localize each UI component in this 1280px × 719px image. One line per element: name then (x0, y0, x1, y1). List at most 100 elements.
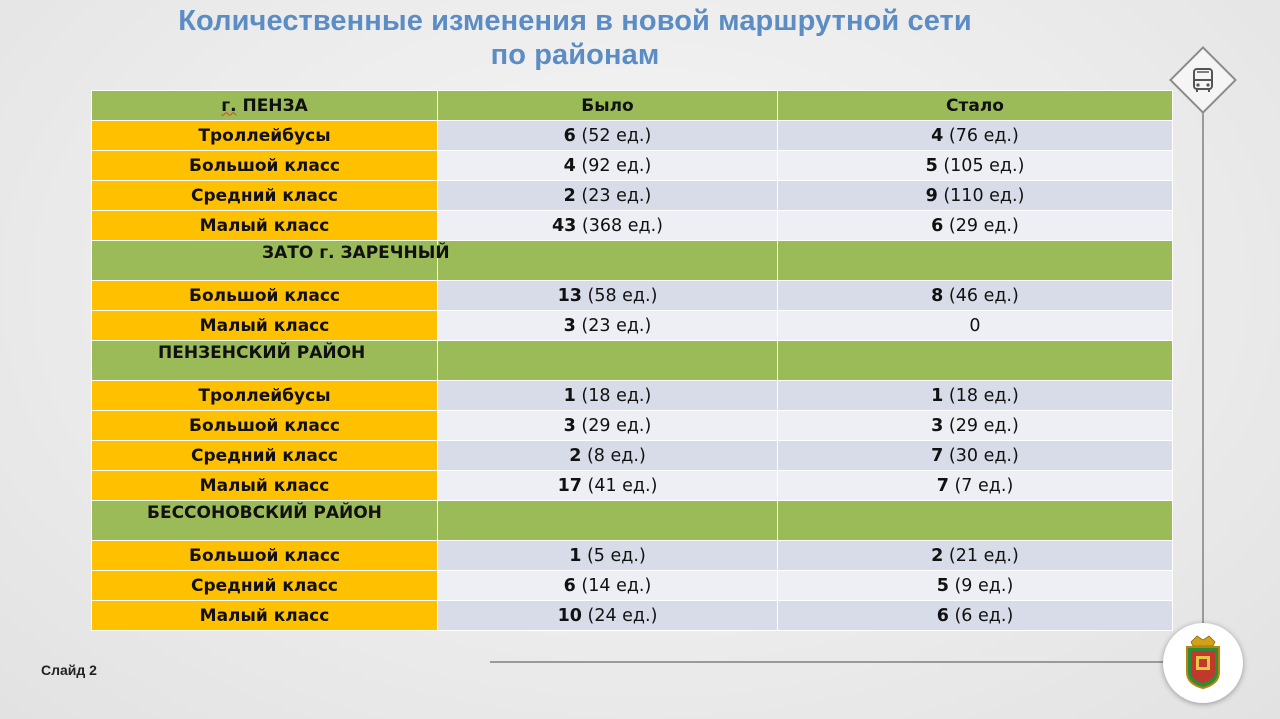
horizontal-divider (490, 661, 1170, 663)
now-vehicle-count: (21 ед.) (943, 545, 1019, 566)
category-cell: Малый класс (91, 210, 438, 241)
was-route-count: 6 (563, 575, 576, 596)
table-row: Большой класс 13 (58 ед.) 8 (46 ед.) (91, 280, 1173, 311)
now-vehicle-count: (30 ед.) (943, 445, 1019, 466)
now-value-cell: 5 (105 ед.) (777, 150, 1173, 181)
table-row: Малый класс 10 (24 ед.) 6 (6 ед.) (91, 600, 1173, 631)
slide-title: Количественные изменения в новой маршрут… (110, 4, 1040, 72)
section-name-cell: ПЕНЗЕНСКИЙ РАЙОН (91, 340, 438, 381)
was-vehicle-count: (368 ед.) (576, 215, 663, 236)
now-vehicle-count: (46 ед.) (943, 285, 1019, 306)
table-row: Большой класс 1 (5 ед.) 2 (21 ед.) (91, 540, 1173, 571)
header-district-label: г. ПЕНЗА (221, 96, 308, 116)
header-district-rest: ПЕНЗА (236, 95, 308, 116)
was-value-cell: 6 (14 ед.) (437, 570, 778, 601)
category-cell: Средний класс (91, 440, 438, 471)
section-row: ЗАТО г. ЗАРЕЧНЫЙ (91, 240, 1173, 281)
was-route-count: 1 (569, 545, 582, 566)
category-cell: Малый класс (91, 470, 438, 501)
section-row: ПЕНЗЕНСКИЙ РАЙОН (91, 340, 1173, 381)
was-vehicle-count: (41 ед.) (581, 475, 658, 496)
was-route-count: 1 (563, 385, 576, 406)
now-route-count: 5 (925, 155, 938, 176)
section-name: ПЕНЗЕНСКИЙ РАЙОН (158, 343, 366, 363)
was-vehicle-count: (92 ед.) (575, 155, 652, 176)
was-route-count: 4 (563, 155, 576, 176)
was-route-count: 3 (563, 315, 576, 336)
table-row: Троллейбусы 6 (52 ед.) 4 (76 ед.) (91, 120, 1173, 151)
was-route-count: 10 (557, 605, 582, 626)
now-route-count: 8 (931, 285, 944, 306)
now-value-cell: 4 (76 ед.) (777, 120, 1173, 151)
category-cell: Большой класс (91, 410, 438, 441)
now-value-cell: 7 (7 ед.) (777, 470, 1173, 501)
now-vehicle-count: (29 ед.) (943, 215, 1019, 236)
route-changes-table: г. ПЕНЗА Было Стало Троллейбусы 6 (52 ед.… (91, 90, 1173, 631)
now-value-cell: 9 (110 ед.) (777, 180, 1173, 211)
bus-icon (1193, 68, 1213, 92)
table-row: Малый класс 43 (368 ед.) 6 (29 ед.) (91, 210, 1173, 241)
was-route-count: 6 (563, 125, 576, 146)
was-vehicle-count: (29 ед.) (575, 415, 652, 436)
now-route-count: 5 (936, 575, 949, 596)
was-value-cell: 6 (52 ед.) (437, 120, 778, 151)
was-value-cell: 1 (5 ед.) (437, 540, 778, 571)
table-row: Большой класс 3 (29 ед.) 3 (29 ед.) (91, 410, 1173, 441)
was-value-cell: 1 (18 ед.) (437, 380, 778, 411)
vertical-divider (1202, 100, 1204, 630)
was-vehicle-count: (14 ед.) (575, 575, 652, 596)
section-empty-cell (437, 500, 778, 541)
was-vehicle-count: (24 ед.) (581, 605, 658, 626)
header-district: г. ПЕНЗА (91, 90, 438, 121)
category-cell: Большой класс (91, 280, 438, 311)
was-vehicle-count: (18 ед.) (575, 385, 652, 406)
now-route-count: 2 (931, 545, 944, 566)
table-row: Средний класс 2 (8 ед.) 7 (30 ед.) (91, 440, 1173, 471)
table-row: Большой класс 4 (92 ед.) 5 (105 ед.) (91, 150, 1173, 181)
was-value-cell: 17 (41 ед.) (437, 470, 778, 501)
section-name-cell: БЕССОНОВСКИЙ РАЙОН (91, 500, 438, 541)
category-cell: Троллейбусы (91, 120, 438, 151)
was-value-cell: 2 (8 ед.) (437, 440, 778, 471)
category-cell: Малый класс (91, 310, 438, 341)
section-row: БЕССОНОВСКИЙ РАЙОН (91, 500, 1173, 541)
was-route-count: 43 (552, 215, 577, 236)
was-route-count: 17 (557, 475, 582, 496)
was-value-cell: 13 (58 ед.) (437, 280, 778, 311)
slide-title-line1: Количественные изменения в новой маршрут… (178, 5, 972, 37)
slide-number: Слайд 2 (41, 662, 97, 678)
was-route-count: 3 (563, 415, 576, 436)
now-vehicle-count: (18 ед.) (943, 385, 1019, 406)
table-body: Троллейбусы 6 (52 ед.) 4 (76 ед.) Большой к… (91, 120, 1173, 631)
was-value-cell: 4 (92 ед.) (437, 150, 778, 181)
now-route-count: 6 (936, 605, 949, 626)
now-vehicle-count: (9 ед.) (948, 575, 1014, 596)
table-header-row: г. ПЕНЗА Было Стало (91, 90, 1173, 121)
category-cell: Средний класс (91, 570, 438, 601)
coat-of-arms-icon (1186, 635, 1220, 690)
now-route-count: 7 (936, 475, 949, 496)
now-value-cell: 7 (30 ед.) (777, 440, 1173, 471)
now-route-count: 3 (931, 415, 944, 436)
category-cell: Малый класс (91, 600, 438, 631)
table-row: Малый класс 3 (23 ед.) 0 (91, 310, 1173, 341)
was-value-cell: 43 (368 ед.) (437, 210, 778, 241)
table-row: Малый класс 17 (41 ед.) 7 (7 ед.) (91, 470, 1173, 501)
now-route-count: 9 (925, 185, 938, 206)
now-vehicle-count: (29 ед.) (943, 415, 1019, 436)
now-route-count: 6 (931, 215, 944, 236)
section-empty-cell (777, 500, 1173, 541)
was-vehicle-count: (5 ед.) (581, 545, 646, 566)
category-cell: Троллейбусы (91, 380, 438, 411)
now-value-cell: 1 (18 ед.) (777, 380, 1173, 411)
table-row: Средний класс 6 (14 ед.) 5 (9 ед.) (91, 570, 1173, 601)
now-value-cell: 6 (29 ед.) (777, 210, 1173, 241)
now-route-count: 1 (931, 385, 944, 406)
category-cell: Большой класс (91, 540, 438, 571)
category-cell: Большой класс (91, 150, 438, 181)
now-vehicle-count: (105 ед.) (937, 155, 1025, 176)
section-empty-cell (777, 340, 1173, 381)
header-now: Стало (777, 90, 1173, 121)
now-route-count: 7 (931, 445, 944, 466)
was-route-count: 13 (557, 285, 582, 306)
